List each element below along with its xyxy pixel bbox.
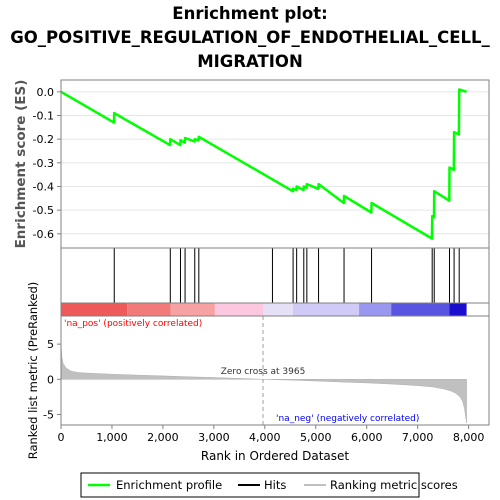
x-tick-label: 1,000 — [96, 431, 128, 444]
color-bar-segment — [127, 303, 171, 316]
rank-y-tick-label: 5 — [47, 338, 54, 351]
x-tick-label: 5,000 — [300, 431, 332, 444]
x-axis-label: Rank in Ordered Dataset — [201, 449, 349, 463]
color-bar-segment — [391, 303, 450, 316]
x-tick-label: 0 — [58, 431, 65, 444]
panel-border — [60, 315, 490, 426]
es-y-tick-label: -0.6 — [33, 228, 54, 241]
es-y-tick-label: -0.4 — [33, 180, 54, 193]
panel-border — [60, 247, 490, 304]
x-tick-label: 7,000 — [402, 431, 434, 444]
es-y-tick-label: -0.3 — [33, 157, 54, 170]
chart-title: Enrichment plot: GO_POSITIVE_REGULATION_… — [0, 2, 500, 74]
color-bar-segment — [214, 303, 264, 316]
title-line-2: GO_POSITIVE_REGULATION_OF_ENDOTHELIAL_CE… — [10, 28, 490, 47]
x-tick-label: 6,000 — [351, 431, 383, 444]
legend-hits-label: Hits — [264, 478, 286, 492]
color-bar-segment — [61, 303, 128, 316]
ranking-metric-area — [60, 342, 467, 423]
x-tick-label: 4,000 — [249, 431, 281, 444]
es-y-axis-label: Enrichment score (ES) — [13, 80, 29, 249]
rank-y-axis-label: Ranked list metric (PreRanked) — [26, 282, 40, 460]
zero-cross-label: Zero cross at 3965 — [221, 367, 306, 377]
legend-ranking-label: Ranking metric scores — [330, 478, 458, 492]
pos-correlated-label: 'na_pos' (positively correlated) — [64, 319, 202, 329]
color-bar-segment — [292, 303, 360, 316]
title-line-1: Enrichment plot: — [172, 4, 328, 23]
x-tick-label: 2,000 — [147, 431, 179, 444]
legend-enrichment-label: Enrichment profile — [116, 478, 222, 492]
color-bar-segment — [359, 303, 392, 316]
rank-y-tick-label: -5 — [43, 408, 54, 421]
title-line-3: MIGRATION — [197, 52, 303, 71]
neg-correlated-label: 'na_neg' (negatively correlated) — [276, 414, 419, 424]
es-y-tick-label: -0.2 — [33, 133, 54, 146]
enrichment-profile-line — [60, 88, 467, 240]
x-tick-label: 8,000 — [453, 431, 485, 444]
color-bar-segment — [263, 303, 293, 316]
x-tick-label: 3,000 — [198, 431, 230, 444]
rank-y-tick-label: 0 — [47, 373, 54, 386]
es-y-tick-label: -0.1 — [33, 109, 54, 122]
es-y-tick-label: 0.0 — [37, 86, 55, 99]
es-panel-background — [61, 80, 489, 248]
color-bar-segment — [449, 303, 467, 316]
color-bar-segment — [170, 303, 215, 316]
es-y-tick-label: -0.5 — [33, 204, 54, 217]
